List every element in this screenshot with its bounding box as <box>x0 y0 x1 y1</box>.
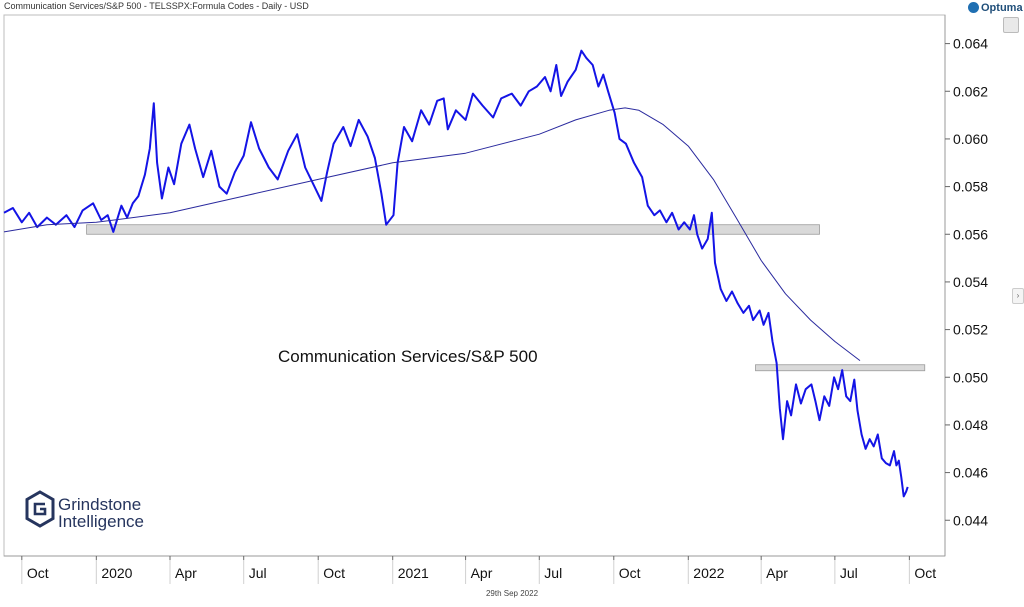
x-tick-label: Apr <box>471 565 493 581</box>
x-tick-label: Oct <box>27 565 49 581</box>
logo-line-1: Grindstone <box>58 495 142 514</box>
lock-icon[interactable] <box>1003 17 1019 33</box>
price-line-series <box>3 49 909 498</box>
optuma-logo-icon <box>968 2 979 13</box>
moving-average-series <box>3 107 861 361</box>
y-tick-label: 0.058 <box>953 179 988 195</box>
x-tick-label: Jul <box>840 565 858 581</box>
support-zone-1 <box>86 224 820 235</box>
x-tick-label: Apr <box>175 565 197 581</box>
x-tick-label: 2022 <box>693 565 724 581</box>
support-zones <box>86 224 926 372</box>
optuma-brand: Optuma <box>968 2 1023 14</box>
x-tick-label: Oct <box>323 565 345 581</box>
y-tick-label: 0.048 <box>953 417 988 433</box>
footer-date: 29th Sep 2022 <box>485 589 539 598</box>
x-tick-label: Oct <box>619 565 641 581</box>
y-tick-label: 0.056 <box>953 226 988 242</box>
y-tick-label: 0.062 <box>953 83 988 99</box>
y-tick-label: 0.052 <box>953 322 988 338</box>
y-tick-label: 0.060 <box>953 131 988 147</box>
y-tick-label: 0.044 <box>953 512 988 528</box>
plot-area <box>3 14 946 557</box>
hexagon-g-icon <box>25 490 55 528</box>
series-group <box>3 49 909 498</box>
y-tick-label: 0.064 <box>953 36 988 52</box>
x-ticks: Oct 2020 Apr Jul Oct 2021 Apr Jul Oct 2022 Apr Jul O… <box>21 556 936 584</box>
logo-line-2: Intelligence <box>58 512 145 531</box>
y-ticks: 0.064 0.062 0.060 0.058 0.056 0.054 0.052 0.050… <box>945 36 988 528</box>
x-tick-label: 2021 <box>398 565 429 581</box>
chart-title: Communication Services/S&P 500 <box>278 347 538 366</box>
x-tick-label: Jul <box>249 565 267 581</box>
y-tick-label: 0.054 <box>953 274 988 290</box>
x-tick-label: Jul <box>544 565 562 581</box>
y-tick-label: 0.050 <box>953 369 988 385</box>
x-tick-label: Apr <box>766 565 788 581</box>
grindstone-logo-text: Grindstone Intelligence <box>58 496 144 530</box>
support-zone-2 <box>755 364 926 372</box>
chart-header-title: Communication Services/S&P 500 - TELSSPX… <box>4 1 309 11</box>
x-tick-label: Oct <box>914 565 936 581</box>
x-tick-label: 2020 <box>101 565 132 581</box>
optuma-brand-text: Optuma <box>981 2 1023 14</box>
y-tick-label: 0.046 <box>953 465 988 481</box>
